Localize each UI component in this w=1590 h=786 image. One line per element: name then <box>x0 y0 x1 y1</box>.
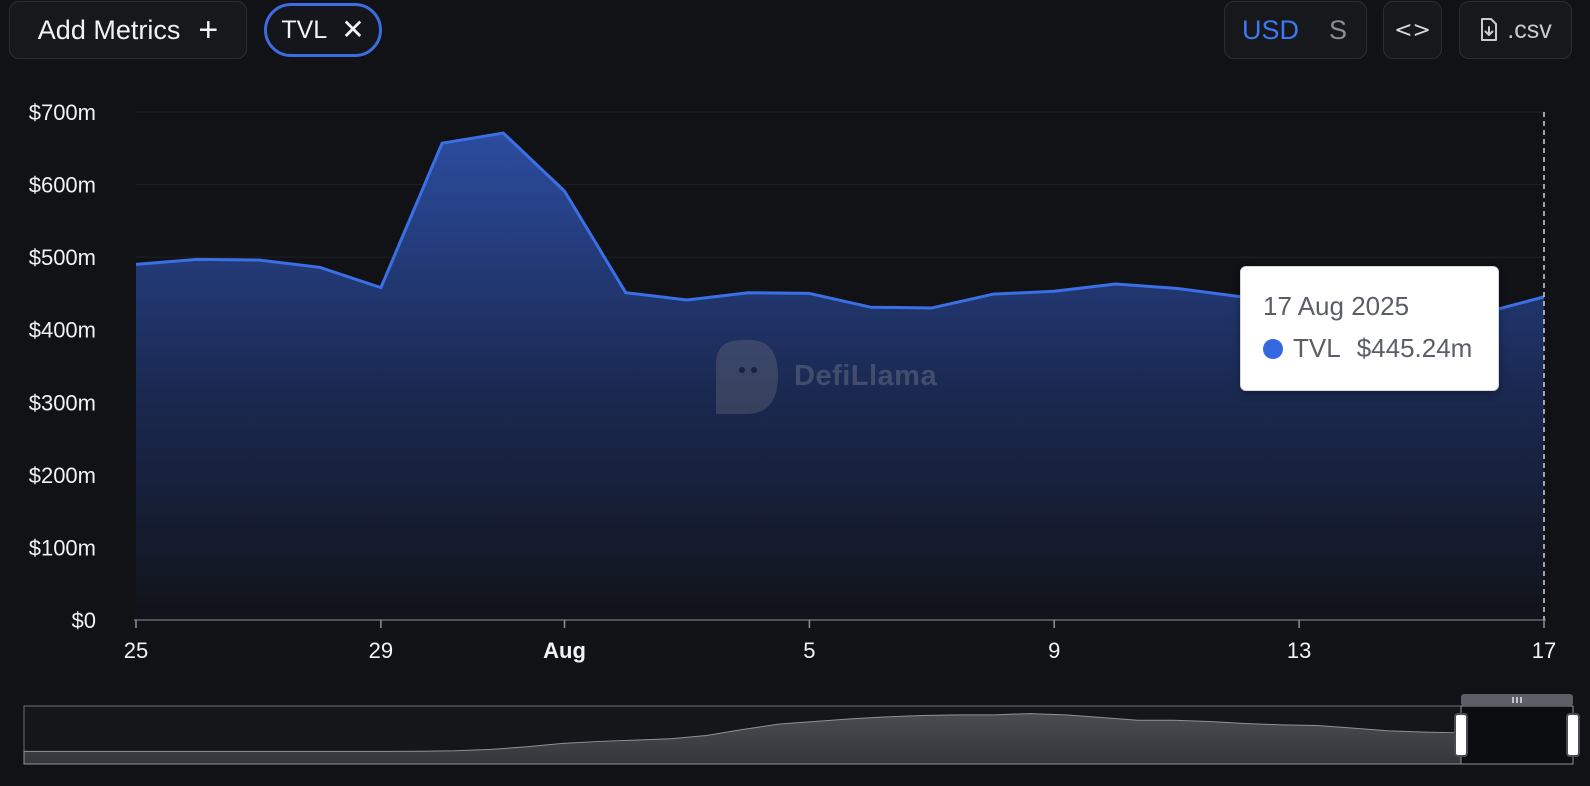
x-tick-label: Aug <box>543 638 586 663</box>
overview-handle[interactable] <box>1566 713 1580 757</box>
llama-logo-icon <box>716 340 778 414</box>
currency-toggle: USD S <box>1224 1 1367 59</box>
overview-handle[interactable] <box>1454 713 1468 757</box>
plus-icon: + <box>198 11 219 49</box>
currency-alt-option[interactable]: S <box>1329 14 1348 45</box>
tvl-data-point[interactable] <box>501 131 505 135</box>
overview-selection[interactable] <box>1460 705 1574 765</box>
y-tick-label: $700m <box>29 100 96 125</box>
code-brackets-icon: <> <box>1394 17 1431 43</box>
y-tick-label: $300m <box>29 390 96 415</box>
x-tick-label: 29 <box>369 638 393 663</box>
tvl-data-point[interactable] <box>1175 286 1179 290</box>
currency-usd-option[interactable]: USD <box>1242 14 1300 45</box>
tooltip-series-row: TVL $445.24m <box>1263 333 1472 364</box>
tvl-data-point[interactable] <box>563 189 567 193</box>
x-tick-label: 17 <box>1532 638 1556 663</box>
chart-tooltip: 17 Aug 2025 TVL $445.24m <box>1240 266 1499 391</box>
close-icon[interactable]: ✕ <box>341 14 365 45</box>
tvl-data-point[interactable] <box>869 305 873 309</box>
tvl-data-point[interactable] <box>318 265 322 269</box>
tvl-data-point[interactable] <box>195 257 199 261</box>
y-tick-label: $0 <box>72 608 96 633</box>
tooltip-series-name: TVL <box>1293 333 1341 363</box>
tooltip-date: 17 Aug 2025 <box>1263 291 1410 321</box>
add-metrics-label: Add Metrics <box>37 14 181 45</box>
csv-label: .csv <box>1507 15 1552 44</box>
tvl-data-point[interactable] <box>807 291 811 295</box>
tvl-data-point[interactable] <box>1052 289 1056 293</box>
file-download-icon <box>1481 18 1498 41</box>
tvl-data-point[interactable] <box>1113 282 1117 286</box>
x-tick-label: 9 <box>1048 638 1060 663</box>
tvl-data-point[interactable] <box>440 141 444 145</box>
tvl-data-point[interactable] <box>685 298 689 302</box>
tvl-data-point[interactable] <box>624 291 628 295</box>
metric-chip-label: TVL <box>281 15 328 44</box>
watermark-text: DefiLlama <box>794 359 938 392</box>
tvl-data-point[interactable] <box>256 258 260 262</box>
tvl-data-point[interactable] <box>379 286 383 290</box>
y-tick-label: $500m <box>29 245 96 270</box>
add-metrics-button[interactable]: Add Metrics + <box>9 1 247 59</box>
tvl-data-point[interactable] <box>930 306 934 310</box>
tooltip-value: $445.24m <box>1356 333 1473 363</box>
tvl-data-point[interactable] <box>134 262 138 266</box>
y-tick-label: $100m <box>29 535 96 560</box>
embed-button[interactable]: <> <box>1383 1 1442 59</box>
tvl-data-point[interactable] <box>991 292 995 296</box>
x-tick-label: 13 <box>1287 638 1311 663</box>
tvl-area-fill <box>136 133 1544 620</box>
y-tick-label: $600m <box>29 173 96 198</box>
overview-area <box>23 713 1462 765</box>
x-tick-label: 5 <box>803 638 815 663</box>
defillama-watermark: DefiLlama <box>712 336 937 416</box>
series-color-dot <box>1263 338 1283 359</box>
y-tick-label: $200m <box>29 463 96 488</box>
tvl-data-point[interactable] <box>746 291 750 295</box>
y-tick-label: $400m <box>29 318 96 343</box>
range-overview[interactable] <box>23 694 1580 765</box>
x-tick-label: 25 <box>124 638 148 663</box>
metric-chip-tvl[interactable]: TVL ✕ <box>264 3 382 57</box>
csv-download-button[interactable]: .csv <box>1459 1 1572 59</box>
